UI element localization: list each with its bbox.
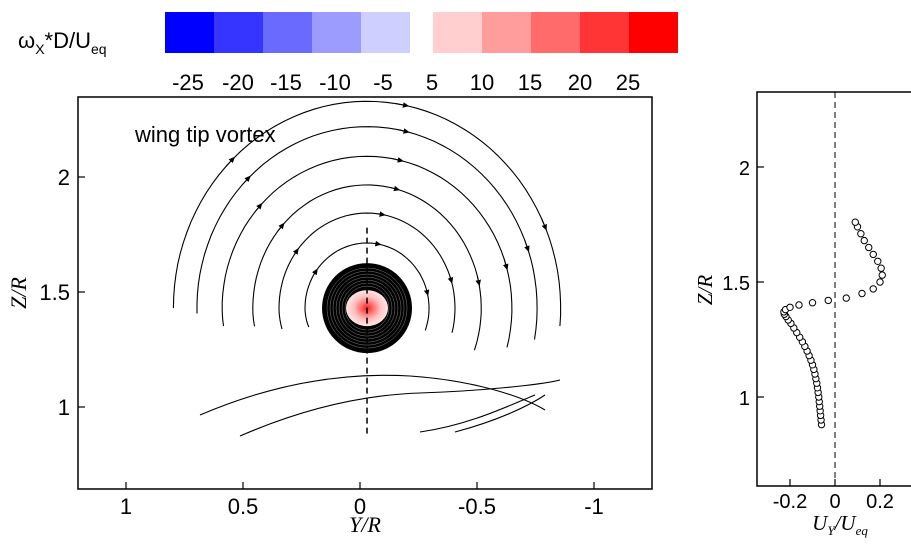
colorbar-tick-label: 20	[568, 70, 592, 95]
data-point	[874, 257, 882, 265]
colorbar-swatch	[312, 12, 361, 53]
velocity-profile-points	[780, 218, 886, 429]
streamline-arrow	[225, 156, 236, 167]
streamline-arrow	[447, 275, 454, 284]
y-tick-label: 2	[58, 165, 70, 190]
data-point	[842, 294, 850, 302]
y-tick-label: 1.5	[722, 273, 750, 295]
x-tick-label: 0	[354, 494, 366, 519]
colorbar-tick-label: -5	[373, 70, 393, 95]
streamlines	[172, 100, 562, 437]
data-point	[877, 264, 885, 272]
data-point	[878, 271, 886, 279]
x-tick-label: 0	[829, 491, 840, 513]
data-point	[865, 243, 873, 252]
right-plot-frame	[756, 91, 911, 487]
streamline	[252, 184, 482, 351]
streamline-arrow	[374, 240, 382, 247]
colorbar-negative	[165, 12, 410, 53]
streamline-arrow	[503, 258, 509, 271]
data-point	[869, 250, 877, 259]
streamline	[419, 394, 536, 433]
colorbar-tick-label: -25	[172, 70, 204, 95]
colorbar-tick-label: 5	[426, 70, 438, 95]
y-tick-label: 2	[739, 158, 750, 180]
right-axis-ticks: -0.2 0 0.2 1 1.5 2	[722, 158, 894, 513]
colorbar-swatch	[629, 12, 678, 53]
x-tick-label: -0.2	[773, 491, 807, 513]
x-tick-label: -1	[584, 494, 604, 519]
colorbar-tick-label: 15	[518, 70, 542, 95]
x-tick-label: -0.5	[458, 494, 496, 519]
colorbar-tick-label: -10	[319, 70, 351, 95]
streamline-arrow	[377, 211, 386, 217]
y-tick-label: 1	[739, 388, 750, 410]
streamline-arrow	[423, 289, 430, 297]
x-tick-label: 1	[120, 494, 132, 519]
streamline-arrow	[524, 239, 530, 253]
colorbar-swatch	[263, 12, 312, 53]
colorbar-swatch	[580, 12, 629, 53]
streamline-arrow	[540, 217, 547, 231]
streamline	[239, 379, 561, 437]
velocity-profile-plot: -0.2 0 0.2 1 1.5 2 UY/Ueq Z/R	[693, 91, 911, 538]
streamline	[454, 394, 546, 433]
data-point	[786, 303, 794, 311]
colorbar-swatch	[214, 12, 263, 53]
streamline-arrow	[397, 128, 410, 134]
data-point	[851, 218, 859, 226]
colorbar-swatch	[531, 12, 580, 53]
streamline-arrow	[277, 222, 285, 231]
data-point	[858, 289, 866, 298]
colorbar-swatch	[165, 12, 214, 53]
streamline-arrow	[241, 175, 251, 186]
colorbar-tick-label: -15	[270, 70, 302, 95]
x-tick-label: 0.5	[228, 494, 259, 519]
annotation-wing-tip-vortex: wing tip vortex	[134, 122, 276, 147]
x-tick-label: 0.2	[866, 491, 894, 513]
left-ylabel: Z/R	[6, 277, 31, 309]
data-point	[824, 296, 832, 305]
streamline-arrow	[475, 276, 481, 287]
y-tick-label: 1.5	[39, 280, 70, 305]
streamline	[196, 126, 538, 340]
data-point	[860, 236, 868, 245]
streamline-arrow	[312, 268, 318, 276]
right-ylabel: Z/R	[693, 275, 717, 306]
colorbar-swatch	[433, 12, 482, 53]
streamline-arrow	[254, 202, 263, 213]
colorbar-tick-labels: -25 -20 -15 -10 -5 5 10 15 20 25	[172, 70, 640, 95]
data-point	[795, 301, 803, 309]
vortex-streamline-plot: 1 0.5 0 -0.5 -1 1 1.5 2 wing tip vortex Y/R Z/R	[6, 96, 653, 537]
streamline-arrow	[392, 157, 404, 163]
colorbar-swatch	[482, 12, 531, 53]
left-xlabel: Y/R	[349, 512, 381, 537]
colorbar-positive	[433, 12, 678, 53]
y-tick-label: 1	[58, 395, 70, 420]
data-point	[857, 230, 865, 238]
right-xlabel: UY/Ueq	[812, 511, 868, 538]
streamline-arrow	[390, 185, 401, 192]
colorbar-tick-label: 10	[470, 70, 494, 95]
colorbar: ωX*D/Ueq -25 -20 -15 -10 -5 5 10 15 20 25	[18, 12, 678, 95]
colorbar-label: ωX*D/Ueq	[18, 28, 107, 57]
streamline-arrow	[292, 247, 299, 256]
data-point	[869, 285, 877, 293]
left-axis-ticks: 1 0.5 0 -0.5 -1 1 1.5 2	[39, 165, 603, 519]
streamline-arrow	[396, 102, 410, 108]
data-point	[876, 278, 884, 286]
colorbar-tick-label: -20	[222, 70, 254, 95]
streamline	[199, 374, 546, 416]
colorbar-swatch	[361, 12, 410, 53]
colorbar-tick-label: 25	[616, 70, 640, 95]
data-point	[808, 299, 817, 307]
left-plot-frame	[77, 96, 653, 490]
